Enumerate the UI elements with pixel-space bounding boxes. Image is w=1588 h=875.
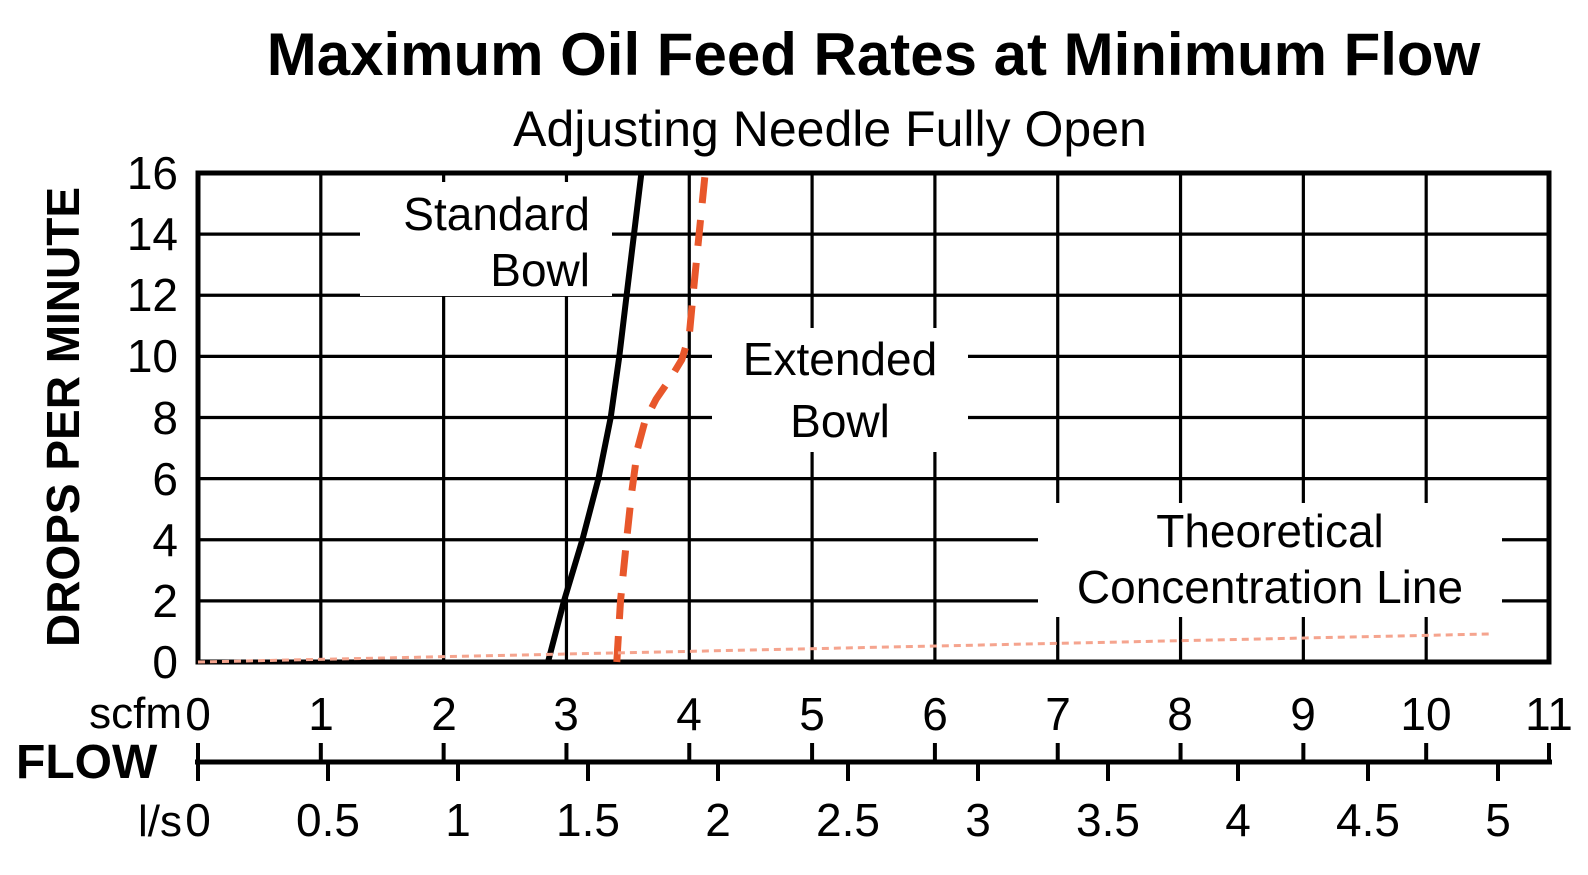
y-tick-label: 6	[152, 453, 178, 505]
scfm-tick-label: 1	[308, 688, 334, 740]
y-tick-label: 0	[152, 636, 178, 688]
ls-tick-label: 0	[185, 794, 211, 846]
chart-subtitle: Adjusting Needle Fully Open	[513, 101, 1147, 157]
y-tick-label: 10	[126, 330, 178, 382]
extended-bowl-label-line2: Bowl	[790, 395, 890, 447]
series-standard-bowl	[545, 172, 645, 663]
ls-tick-label: 3.5	[1076, 794, 1140, 846]
y-tick-label: 2	[152, 575, 178, 627]
ls-tick-label: 2	[705, 794, 731, 846]
scfm-tick-label: 5	[799, 688, 825, 740]
theoretical-concentration-label: Theoretical Concentration Line	[1038, 503, 1502, 617]
standard-bowl-label: Standard Bowl	[360, 182, 612, 296]
series-extended-bowl	[613, 172, 709, 663]
extended-bowl-label: Extended Bowl	[712, 328, 968, 452]
y-tick-label: 12	[126, 269, 178, 321]
ls-tick-label: 3	[965, 794, 991, 846]
scfm-tick-label: 2	[431, 688, 457, 740]
scfm-tick-label: 7	[1045, 688, 1071, 740]
series-theoretical-concentration-line	[197, 632, 1494, 664]
scfm-tick-label: 8	[1167, 688, 1193, 740]
scfm-tick-label: 10	[1400, 688, 1452, 740]
y-tick-label: 8	[152, 392, 178, 444]
y-tick-label: 14	[126, 208, 178, 260]
theoretical-label-line1: Theoretical	[1156, 505, 1384, 557]
chart-title: Maximum Oil Feed Rates at Minimum Flow	[266, 21, 1481, 88]
ls-tick-label: 1	[445, 794, 471, 846]
scfm-tick-label: 6	[922, 688, 948, 740]
ls-tick-label: 5	[1485, 794, 1511, 846]
y-tick-label: 16	[126, 147, 178, 199]
standard-bowl-label-line2: Bowl	[490, 244, 590, 296]
ls-tick-label: 0.5	[296, 794, 360, 846]
y-tick-label: 4	[152, 514, 178, 566]
ls-tick-label: 4	[1225, 794, 1251, 846]
ls-tick-label: 1.5	[556, 794, 620, 846]
extended-bowl-label-line1: Extended	[742, 333, 938, 385]
x-axis-title: FLOW	[16, 736, 158, 789]
scfm-tick-label: 9	[1290, 688, 1316, 740]
scfm-tick-label: 4	[676, 688, 702, 740]
ls-tick-label: 2.5	[816, 794, 880, 846]
ls-tick-label: 4.5	[1336, 794, 1400, 846]
scfm-tick-label: 11	[1525, 688, 1573, 740]
ls-unit-label: l/s	[138, 797, 182, 846]
standard-bowl-label-line1: Standard	[403, 188, 590, 240]
scfm-tick-label: 3	[553, 688, 579, 740]
theoretical-label-line2: Concentration Line	[1076, 561, 1464, 613]
scfm-tick-label: 0	[185, 688, 211, 740]
scfm-unit-label: scfm	[89, 689, 182, 738]
